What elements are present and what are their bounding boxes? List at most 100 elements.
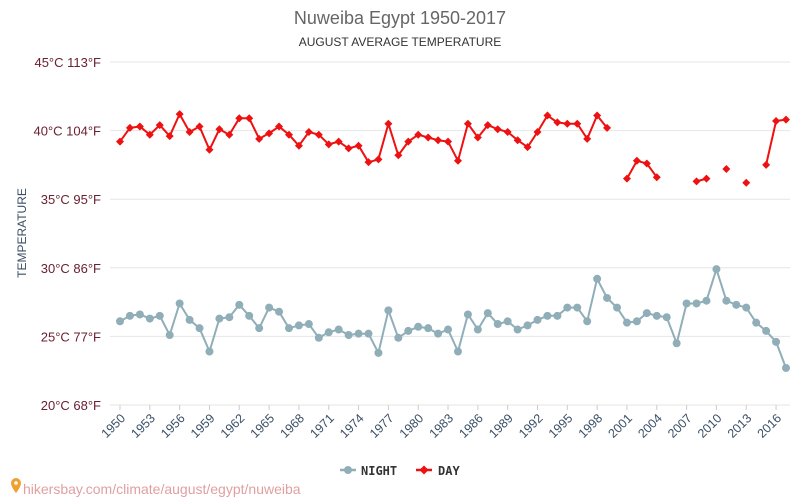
data-point[interactable]	[444, 137, 453, 146]
data-point[interactable]	[473, 325, 482, 334]
data-point[interactable]	[125, 123, 134, 132]
data-point[interactable]	[215, 125, 224, 134]
data-point[interactable]	[265, 303, 274, 312]
data-point[interactable]	[185, 315, 194, 324]
data-point[interactable]	[772, 337, 781, 346]
data-point[interactable]	[334, 325, 343, 334]
data-point[interactable]	[225, 130, 234, 139]
data-point[interactable]	[145, 130, 154, 139]
data-point[interactable]	[453, 156, 462, 165]
data-point[interactable]	[722, 165, 731, 174]
data-point[interactable]	[304, 320, 313, 329]
data-point[interactable]	[563, 119, 572, 128]
data-point[interactable]	[414, 322, 423, 331]
data-point[interactable]	[453, 347, 462, 356]
data-point[interactable]	[642, 309, 651, 318]
data-point[interactable]	[235, 114, 244, 123]
data-point[interactable]	[483, 121, 492, 130]
data-point[interactable]	[742, 178, 751, 187]
data-point[interactable]	[165, 331, 174, 340]
data-point[interactable]	[404, 137, 413, 146]
data-point[interactable]	[672, 339, 681, 348]
data-point[interactable]	[772, 116, 781, 125]
data-point[interactable]	[384, 306, 393, 315]
data-point[interactable]	[503, 127, 512, 136]
data-point[interactable]	[374, 348, 383, 357]
data-point[interactable]	[225, 313, 234, 322]
data-point[interactable]	[652, 173, 661, 182]
data-point[interactable]	[245, 114, 254, 123]
data-point[interactable]	[722, 296, 731, 305]
data-point[interactable]	[543, 111, 552, 120]
data-point[interactable]	[493, 125, 502, 134]
data-point[interactable]	[116, 317, 124, 326]
data-point[interactable]	[344, 144, 353, 153]
data-point[interactable]	[135, 122, 144, 131]
data-point[interactable]	[155, 311, 164, 320]
data-point[interactable]	[195, 324, 204, 333]
data-point[interactable]	[692, 299, 701, 308]
data-point[interactable]	[613, 303, 622, 312]
data-point[interactable]	[434, 329, 443, 338]
data-point[interactable]	[116, 137, 124, 146]
data-point[interactable]	[444, 325, 453, 334]
data-point[interactable]	[553, 311, 562, 320]
source-link[interactable]: hikersbay.com/climate/august/egypt/nuwei…	[23, 481, 301, 497]
data-point[interactable]	[702, 296, 711, 305]
data-point[interactable]	[145, 314, 154, 323]
data-point[interactable]	[294, 141, 303, 150]
data-point[interactable]	[354, 141, 363, 150]
data-point[interactable]	[463, 119, 472, 128]
data-point[interactable]	[245, 311, 254, 320]
data-point[interactable]	[632, 156, 641, 165]
data-point[interactable]	[334, 137, 343, 146]
data-point[interactable]	[275, 307, 284, 316]
data-point[interactable]	[603, 293, 612, 302]
data-point[interactable]	[394, 151, 403, 160]
data-point[interactable]	[712, 265, 721, 274]
data-point[interactable]	[284, 324, 293, 333]
data-point[interactable]	[473, 133, 482, 142]
data-point[interactable]	[593, 111, 602, 120]
data-point[interactable]	[553, 118, 562, 127]
data-point[interactable]	[374, 155, 383, 164]
data-point[interactable]	[782, 363, 790, 372]
data-point[interactable]	[205, 347, 214, 356]
data-point[interactable]	[255, 134, 264, 143]
data-point[interactable]	[364, 158, 373, 167]
data-point[interactable]	[175, 299, 184, 308]
data-point[interactable]	[583, 134, 592, 143]
data-point[interactable]	[314, 130, 323, 139]
data-point[interactable]	[314, 333, 323, 342]
data-point[interactable]	[543, 311, 552, 320]
data-point[interactable]	[632, 317, 641, 326]
data-point[interactable]	[175, 110, 184, 119]
data-point[interactable]	[265, 129, 274, 138]
data-point[interactable]	[503, 317, 512, 326]
data-point[interactable]	[702, 174, 711, 183]
data-point[interactable]	[125, 311, 134, 320]
data-point[interactable]	[324, 328, 333, 337]
data-point[interactable]	[354, 329, 363, 338]
data-point[interactable]	[434, 136, 443, 145]
data-point[interactable]	[523, 321, 532, 330]
data-point[interactable]	[235, 300, 244, 309]
data-point[interactable]	[463, 310, 472, 319]
data-point[interactable]	[563, 303, 572, 312]
legend-item-day[interactable]: DAY	[416, 464, 460, 478]
data-point[interactable]	[533, 127, 542, 136]
data-point[interactable]	[404, 326, 413, 335]
data-point[interactable]	[364, 329, 373, 338]
data-point[interactable]	[603, 123, 612, 132]
data-point[interactable]	[762, 160, 771, 169]
data-point[interactable]	[622, 174, 631, 183]
data-point[interactable]	[513, 136, 522, 145]
data-point[interactable]	[135, 310, 144, 319]
data-point[interactable]	[324, 140, 333, 149]
data-point[interactable]	[155, 121, 164, 130]
data-point[interactable]	[682, 299, 691, 308]
data-point[interactable]	[533, 315, 542, 324]
data-point[interactable]	[523, 143, 532, 152]
data-point[interactable]	[205, 145, 214, 154]
data-point[interactable]	[275, 122, 284, 131]
